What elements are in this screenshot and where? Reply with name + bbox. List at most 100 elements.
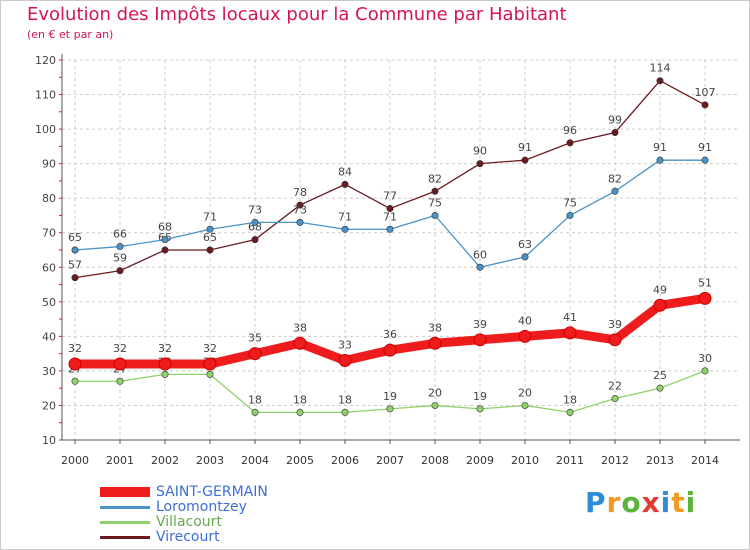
data-label-loromontzey: 71 xyxy=(383,210,397,223)
data-point-virecourt xyxy=(386,205,394,213)
data-label-loromontzey: 65 xyxy=(68,231,82,244)
data-point-saint-germain xyxy=(68,357,82,371)
data-label-loromontzey: 68 xyxy=(158,221,172,234)
data-point-villacourt xyxy=(476,405,484,413)
data-point-villacourt xyxy=(341,408,349,416)
logo-letter: i xyxy=(685,486,697,519)
x-tick-label: 2002 xyxy=(151,454,179,467)
logo-letter: o xyxy=(621,486,642,519)
data-label-saint-germain: 35 xyxy=(248,332,262,345)
data-label-virecourt: 78 xyxy=(293,186,307,199)
legend-swatch xyxy=(100,536,150,539)
data-label-saint-germain: 32 xyxy=(68,342,82,355)
chart-subtitle: (en € et par an) xyxy=(27,28,114,41)
y-tick-label: 110 xyxy=(35,89,56,102)
data-label-virecourt: 99 xyxy=(608,114,622,127)
data-point-virecourt xyxy=(566,139,574,147)
x-tick-label: 2006 xyxy=(331,454,359,467)
data-point-loromontzey xyxy=(116,243,124,251)
data-label-villacourt: 19 xyxy=(383,390,397,403)
data-point-loromontzey xyxy=(296,218,304,226)
data-label-loromontzey: 60 xyxy=(473,248,487,261)
data-point-villacourt xyxy=(116,377,124,385)
x-tick-label: 2003 xyxy=(196,454,224,467)
data-point-villacourt xyxy=(71,377,79,385)
y-tick-label: 120 xyxy=(35,54,56,67)
data-label-saint-germain: 39 xyxy=(473,318,487,331)
data-point-saint-germain xyxy=(653,298,667,312)
data-label-loromontzey: 82 xyxy=(608,172,622,185)
y-tick-label: 100 xyxy=(35,123,56,136)
data-point-loromontzey xyxy=(341,225,349,233)
y-tick-label: 10 xyxy=(42,434,56,447)
data-point-saint-germain xyxy=(473,333,487,347)
data-label-saint-germain: 33 xyxy=(338,339,352,352)
y-tick-label: 30 xyxy=(42,365,56,378)
data-label-saint-germain: 38 xyxy=(293,321,307,334)
logo-letter: t xyxy=(671,486,686,519)
data-point-virecourt xyxy=(341,180,349,188)
logo-letter: x xyxy=(641,486,661,519)
y-tick-label: 60 xyxy=(42,261,56,274)
data-point-loromontzey xyxy=(656,156,664,164)
data-point-loromontzey xyxy=(611,187,619,195)
legend-label: Villacourt xyxy=(156,514,222,530)
data-label-saint-germain: 32 xyxy=(158,342,172,355)
data-point-loromontzey xyxy=(431,211,439,219)
data-point-villacourt xyxy=(566,408,574,416)
data-point-saint-germain xyxy=(293,336,307,350)
data-label-loromontzey: 91 xyxy=(698,141,712,154)
data-point-virecourt xyxy=(161,246,169,254)
data-label-virecourt: 82 xyxy=(428,172,442,185)
legend-item-virecourt: Virecourt xyxy=(100,529,360,545)
data-label-saint-germain: 51 xyxy=(698,276,712,289)
data-point-saint-germain xyxy=(383,343,397,357)
data-point-villacourt xyxy=(386,405,394,413)
data-point-loromontzey xyxy=(476,263,484,271)
data-point-saint-germain xyxy=(158,357,172,371)
data-point-virecourt xyxy=(701,101,709,109)
logo-letter: r xyxy=(606,486,622,519)
y-tick-label: 80 xyxy=(42,192,56,205)
data-point-saint-germain xyxy=(518,329,532,343)
x-tick-label: 2011 xyxy=(556,454,584,467)
x-tick-label: 2013 xyxy=(646,454,674,467)
data-point-loromontzey xyxy=(71,246,79,254)
data-point-loromontzey xyxy=(161,236,169,244)
data-point-saint-germain xyxy=(203,357,217,371)
x-tick-label: 2007 xyxy=(376,454,404,467)
data-label-saint-germain: 49 xyxy=(653,283,667,296)
data-label-villacourt: 18 xyxy=(338,393,352,406)
data-point-saint-germain xyxy=(113,357,127,371)
data-label-loromontzey: 71 xyxy=(203,210,217,223)
data-label-villacourt: 22 xyxy=(608,380,622,393)
data-point-loromontzey xyxy=(206,225,214,233)
data-point-villacourt xyxy=(521,401,529,409)
data-point-villacourt xyxy=(656,384,664,392)
data-label-loromontzey: 91 xyxy=(653,141,667,154)
data-point-villacourt xyxy=(161,370,169,378)
data-point-virecourt xyxy=(71,274,79,282)
legend-label: Virecourt xyxy=(156,529,220,545)
data-point-loromontzey xyxy=(701,156,709,164)
proxiti-logo: Proxiti xyxy=(585,486,696,519)
data-point-villacourt xyxy=(251,408,259,416)
data-label-virecourt: 84 xyxy=(338,165,352,178)
legend-label: SAINT-GERMAIN xyxy=(156,484,268,500)
data-point-virecourt xyxy=(476,160,484,168)
data-point-virecourt xyxy=(116,267,124,275)
data-label-saint-germain: 32 xyxy=(113,342,127,355)
chart-legend: SAINT-GERMAIN Loromontzey Villacourt Vireco… xyxy=(100,484,360,545)
data-label-villacourt: 20 xyxy=(428,386,442,399)
data-label-virecourt: 68 xyxy=(248,221,262,234)
y-tick-label: 70 xyxy=(42,227,56,240)
data-point-villacourt xyxy=(431,401,439,409)
x-tick-label: 2001 xyxy=(106,454,134,467)
legend-swatch xyxy=(100,521,150,524)
legend-swatch xyxy=(100,487,150,497)
x-tick-label: 2005 xyxy=(286,454,314,467)
data-label-virecourt: 96 xyxy=(563,124,577,137)
data-label-villacourt: 19 xyxy=(473,390,487,403)
